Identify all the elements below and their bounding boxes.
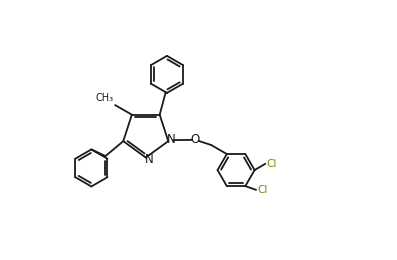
Text: N: N: [167, 133, 176, 146]
Text: N: N: [145, 153, 154, 166]
Text: CH₃: CH₃: [96, 93, 114, 103]
Text: Cl: Cl: [257, 185, 268, 195]
Text: Cl: Cl: [266, 159, 277, 169]
Text: O: O: [191, 133, 200, 146]
